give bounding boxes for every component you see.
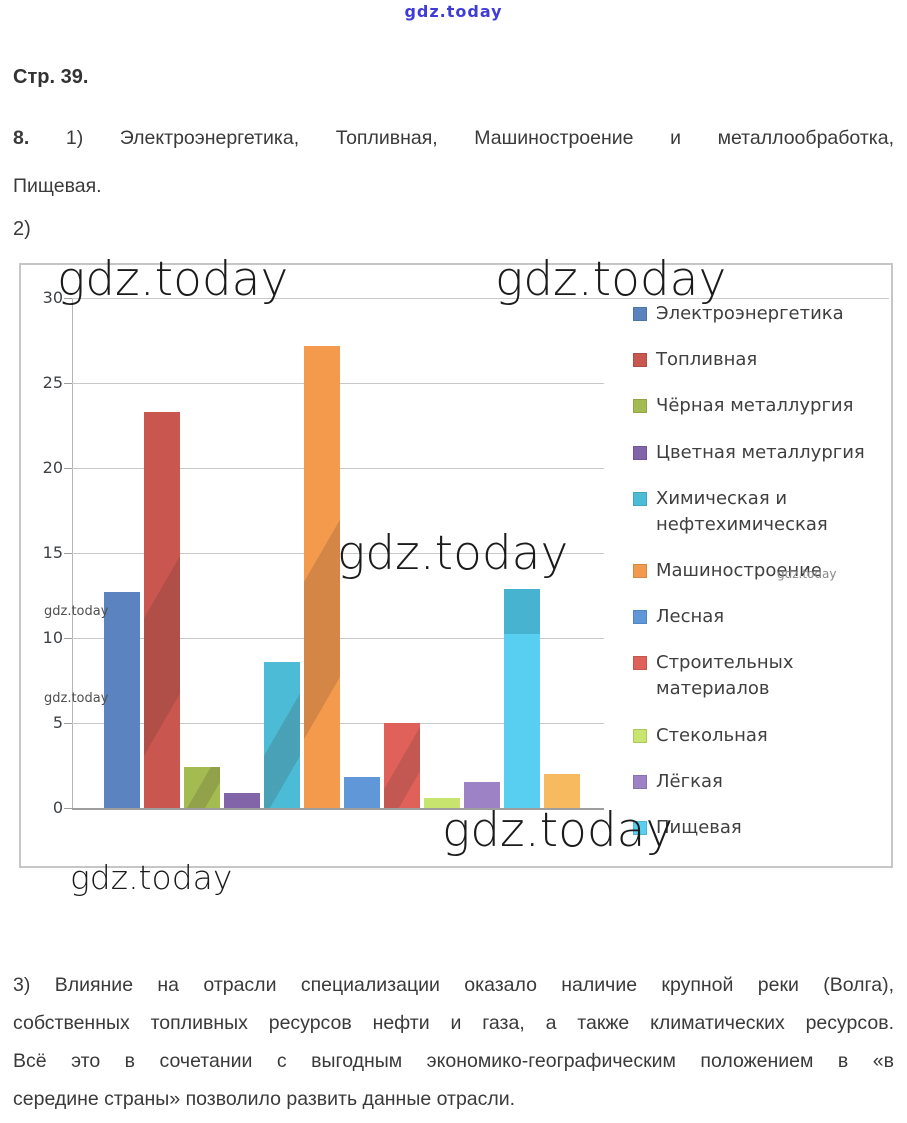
answer-3-line-3: Всё это в сочетании с выгодным экономико… <box>13 1050 894 1072</box>
bar <box>544 774 580 808</box>
legend-label: Чёрная металлургия <box>656 395 854 417</box>
answer-3-line-2: собственных топливных ресурсов нефти и г… <box>13 1012 894 1034</box>
bar <box>144 412 180 808</box>
bar-chart: 30 25 20 15 10 5 0 Электроэнергетика Топливная Ч… <box>19 263 893 868</box>
legend-item: Цветная металлургия <box>633 440 889 466</box>
task-number: 8. <box>13 127 30 149</box>
legend-item: Химическая и нефтехимическая <box>633 486 889 538</box>
y-tick-label: 20 <box>42 458 63 477</box>
y-tick-mark <box>64 638 72 639</box>
y-tick-label: 15 <box>42 543 63 562</box>
x-axis-line <box>72 808 604 810</box>
chart-legend: Электроэнергетика Топливная Чёрная металлу… <box>633 301 889 841</box>
answer-3-line-1: 3) Влияние на отрасли специализации оказ… <box>13 974 894 996</box>
bar <box>504 589 540 808</box>
legend-swatch <box>633 563 647 578</box>
legend-item: Электроэнергетика <box>633 301 889 327</box>
y-tick-mark <box>64 383 72 384</box>
y-axis-line <box>72 299 73 809</box>
legend-swatch <box>633 656 647 671</box>
bar <box>224 793 260 808</box>
bar <box>344 777 380 808</box>
legend-label: Химическая и нефтехимическая <box>656 487 828 535</box>
page-title: Стр. 39. <box>13 66 89 88</box>
answer-1-line-1: 8. 1) Электроэнергетика, Топливная, Маши… <box>13 114 894 162</box>
gdz-today-link[interactable]: gdz.today <box>404 2 503 21</box>
legend-item: Стекольная <box>633 723 889 749</box>
bar <box>424 798 460 808</box>
legend-swatch <box>633 353 647 368</box>
legend-label: Цветная металлургия <box>656 441 865 463</box>
y-tick-mark <box>64 553 72 554</box>
legend-swatch <box>633 610 647 625</box>
answer-part-3: 3) Влияние на отрасли специализации оказ… <box>13 966 894 1118</box>
legend-item: Лесная <box>633 604 889 630</box>
answer-1-line-2: Пищевая. <box>13 175 102 197</box>
legend-item: Пищевая <box>633 815 889 841</box>
legend-swatch <box>633 820 647 835</box>
legend-swatch <box>633 445 647 460</box>
legend-label: Пищевая <box>656 816 742 838</box>
legend-label: Топливная <box>656 349 758 371</box>
bar <box>184 767 220 808</box>
y-tick-label: 0 <box>52 798 63 817</box>
y-tick-mark <box>64 723 72 724</box>
bar <box>304 346 340 808</box>
legend-swatch <box>633 307 647 321</box>
legend-item: Машиностроение <box>633 558 889 584</box>
bar <box>464 782 500 808</box>
bar <box>104 592 140 808</box>
legend-swatch <box>633 728 647 743</box>
legend-label: Лёгкая <box>656 770 723 792</box>
part-2-label: 2) <box>13 218 31 240</box>
bar <box>264 662 300 808</box>
y-tick-label: 10 <box>42 628 63 647</box>
answer-1-text: 1) Электроэнергетика, Топливная, Машинос… <box>65 127 894 149</box>
legend-label: Машиностроение <box>656 559 822 581</box>
y-tick-mark <box>64 298 72 299</box>
y-tick-label: 5 <box>52 713 63 732</box>
gridline <box>72 298 889 299</box>
y-tick-mark <box>64 468 72 469</box>
chart-plot-area: 30 25 20 15 10 5 0 <box>21 265 891 866</box>
answer-part-1: 8. 1) Электроэнергетика, Топливная, Маши… <box>13 114 894 210</box>
bar <box>384 723 420 808</box>
legend-item: Чёрная металлургия <box>633 393 889 419</box>
legend-swatch <box>633 774 647 789</box>
legend-item: Топливная <box>633 347 889 373</box>
legend-item: Лёгкая <box>633 769 889 795</box>
y-tick-mark <box>64 808 72 809</box>
legend-label: Электроэнергетика <box>656 303 844 324</box>
legend-label: Лесная <box>656 606 725 628</box>
y-tick-label: 25 <box>42 373 63 392</box>
legend-item: Строительных материалов <box>633 650 889 702</box>
answer-3-line-4: середине страны» позволило развить данны… <box>13 1088 516 1110</box>
legend-label: Строительных материалов <box>656 652 794 700</box>
legend-swatch <box>633 399 647 414</box>
legend-swatch <box>633 491 647 506</box>
y-tick-label: 30 <box>42 288 63 307</box>
legend-label: Стекольная <box>656 724 768 746</box>
